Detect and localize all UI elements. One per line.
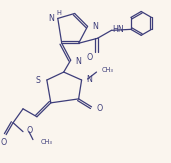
Text: S: S [36, 75, 41, 84]
Text: N: N [48, 14, 54, 23]
Text: O: O [96, 104, 103, 113]
Text: N: N [93, 22, 98, 31]
Text: CH₃: CH₃ [41, 139, 53, 145]
Text: O: O [86, 53, 93, 62]
Text: O: O [27, 126, 33, 135]
Text: N: N [76, 57, 82, 66]
Text: N: N [87, 74, 93, 83]
Text: H: H [56, 10, 61, 16]
Text: O: O [0, 138, 6, 147]
Text: HN: HN [112, 25, 124, 34]
Text: CH₃: CH₃ [101, 67, 114, 73]
